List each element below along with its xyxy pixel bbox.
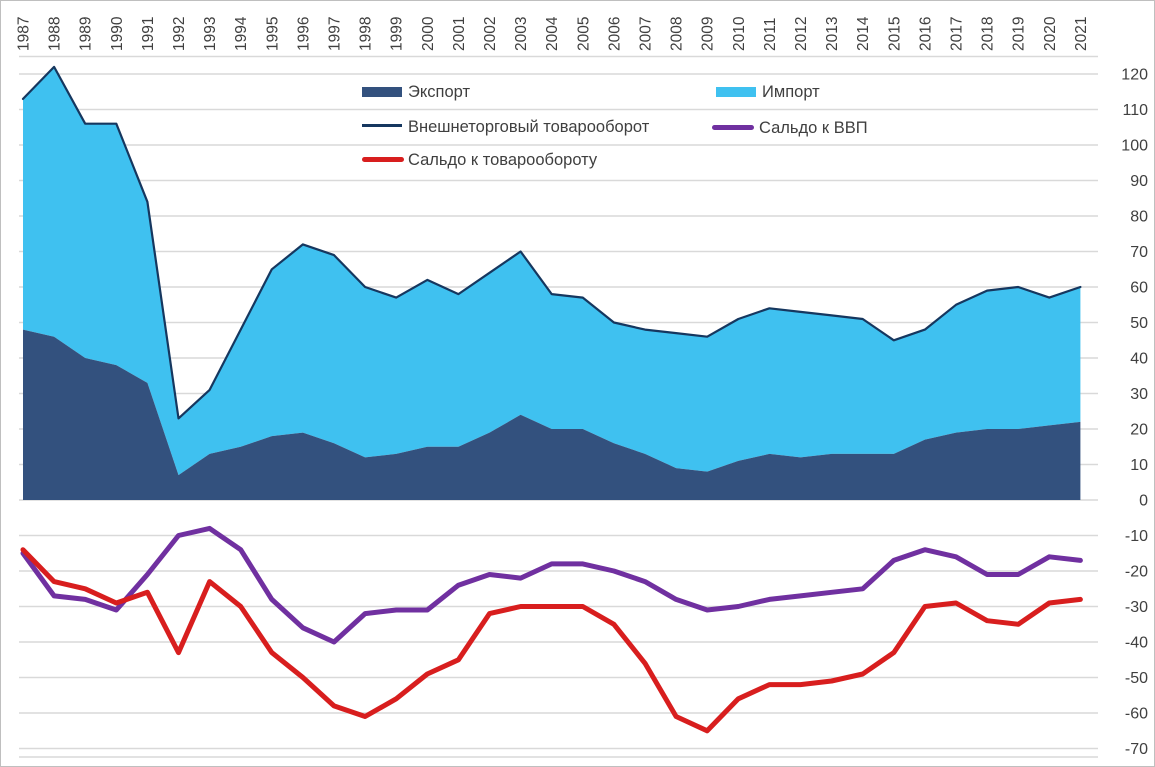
- x-tick-label-2017: 2017: [949, 17, 966, 51]
- legend-turnover-label: Внешнеторговый товарооборот: [408, 118, 650, 136]
- y-tick-label-80: 80: [1130, 209, 1148, 226]
- turnover-line: [21, 65, 1082, 420]
- x-tick-label-2001: 2001: [451, 17, 468, 51]
- y-tick-label-30: 30: [1130, 386, 1148, 403]
- y-tick-label-40: 40: [1130, 351, 1148, 368]
- y-tick-label--10: -10: [1125, 528, 1148, 545]
- x-tick-label-1987: 1987: [16, 17, 33, 51]
- y-tick-label--60: -60: [1125, 706, 1148, 723]
- y-tick-label-60: 60: [1130, 280, 1148, 297]
- x-tick-label-1989: 1989: [78, 17, 95, 51]
- y-tick-label--40: -40: [1125, 635, 1148, 652]
- y-tick-label--20: -20: [1125, 564, 1148, 581]
- x-tick-label-2010: 2010: [731, 16, 748, 51]
- x-tick-label-2019: 2019: [1011, 17, 1028, 51]
- legend-balance-turnover-swatch: [362, 157, 404, 162]
- x-tick-label-2014: 2014: [855, 16, 872, 51]
- y-tick-label-90: 90: [1130, 173, 1148, 190]
- x-tick-label-2008: 2008: [669, 17, 686, 51]
- x-tick-label-1988: 1988: [47, 17, 64, 51]
- y-tick-label-10: 10: [1130, 457, 1148, 474]
- x-tick-label-1999: 1999: [389, 17, 406, 51]
- x-tick-label-1997: 1997: [327, 17, 344, 51]
- x-tick-label-2016: 2016: [917, 17, 934, 51]
- y-tick-label-0: 0: [1139, 493, 1148, 510]
- x-tick-label-1998: 1998: [358, 17, 375, 51]
- x-tick-label-2013: 2013: [824, 17, 841, 51]
- import-area: [23, 66, 1081, 476]
- x-tick-label-1993: 1993: [202, 17, 219, 51]
- y-tick-label--50: -50: [1125, 670, 1148, 687]
- x-tick-label-1995: 1995: [264, 17, 281, 51]
- x-tick-label-1991: 1991: [140, 17, 157, 51]
- y-tick-label--70: -70: [1125, 741, 1148, 758]
- y-tick-label-70: 70: [1130, 244, 1148, 261]
- x-tick-label-2003: 2003: [513, 17, 530, 51]
- y-tick-label--30: -30: [1125, 599, 1148, 616]
- legend-balance-gdp-label: Сальдо к ВВП: [759, 119, 868, 137]
- legend-export-label: Экспорт: [408, 83, 470, 101]
- x-tick-label-1994: 1994: [233, 16, 250, 51]
- x-tick-label-2007: 2007: [638, 17, 655, 51]
- x-tick-label-1990: 1990: [109, 16, 126, 51]
- x-tick-label-1996: 1996: [295, 17, 312, 51]
- legend-balance-gdp-swatch: [712, 125, 754, 130]
- y-tick-label-110: 110: [1122, 102, 1148, 119]
- legend-turnover-swatch: [362, 124, 402, 127]
- y-tick-label-100: 100: [1121, 138, 1148, 155]
- legend-import-swatch: [716, 87, 756, 97]
- x-tick-label-2011: 2011: [762, 18, 779, 51]
- x-tick-label-2004: 2004: [544, 16, 561, 51]
- x-tick-label-2000: 2000: [420, 16, 437, 51]
- y-tick-label-120: 120: [1121, 67, 1148, 84]
- balance-turnover-line: [20, 547, 1083, 734]
- x-tick-label-2005: 2005: [575, 17, 592, 51]
- legend-export-swatch: [362, 87, 402, 97]
- x-tick-label-2012: 2012: [793, 17, 810, 51]
- x-tick-label-2015: 2015: [886, 17, 903, 51]
- legend-import-label: Импорт: [762, 83, 820, 101]
- x-tick-label-2020: 2020: [1042, 16, 1059, 51]
- y-tick-label-50: 50: [1130, 315, 1148, 332]
- legend-balance-turnover-label: Сальдо к товарообороту: [408, 151, 598, 169]
- x-tick-label-2002: 2002: [482, 17, 499, 51]
- x-tick-label-2009: 2009: [700, 17, 717, 51]
- x-tick-label-2006: 2006: [606, 17, 623, 51]
- y-tick-label-20: 20: [1130, 422, 1148, 439]
- balance-gdp-line: [20, 525, 1083, 645]
- x-tick-label-2018: 2018: [980, 17, 997, 51]
- export-area: [23, 329, 1081, 500]
- x-tick-label-2021: 2021: [1073, 17, 1090, 51]
- x-tick-label-1992: 1992: [171, 17, 188, 51]
